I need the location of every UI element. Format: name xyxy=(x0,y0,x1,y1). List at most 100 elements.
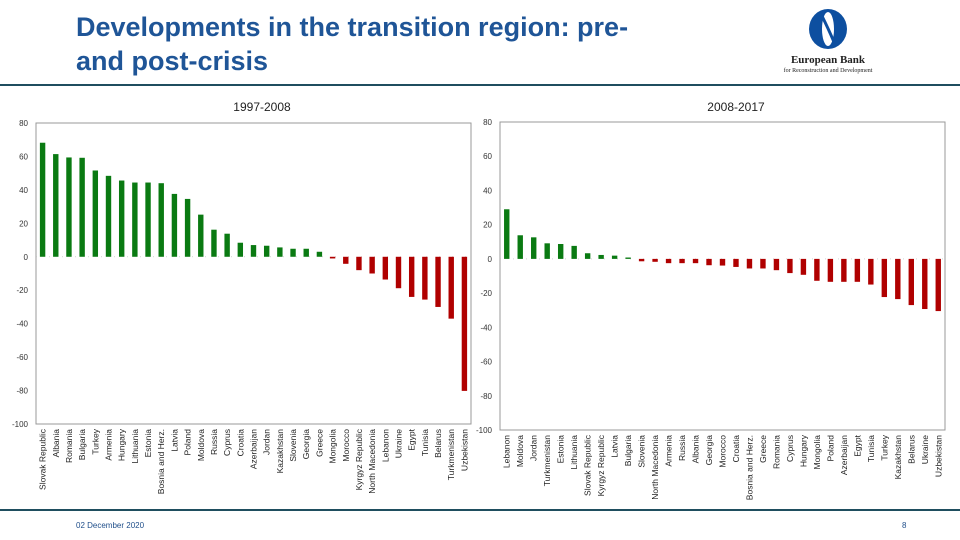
bar xyxy=(435,256,441,307)
y-tick-label: -60 xyxy=(16,353,28,362)
bar xyxy=(773,258,780,271)
category-label: Jordan xyxy=(529,435,539,461)
category-label: Turkey xyxy=(879,434,889,460)
category-label: Latvia xyxy=(610,435,620,458)
bar xyxy=(814,258,820,281)
category-label: Georgia xyxy=(704,435,714,466)
y-tick-label: -100 xyxy=(12,420,29,429)
category-label: Lithuania xyxy=(569,435,579,470)
category-label: Kyrgyz Republic xyxy=(354,428,364,490)
bar xyxy=(277,247,283,257)
y-tick-label: -60 xyxy=(480,358,492,367)
category-label: Bulgaria xyxy=(77,429,87,460)
category-label: Slovenia xyxy=(288,429,298,462)
chart-title-left: 1997-2008 xyxy=(233,100,291,114)
category-label: Lebanon xyxy=(380,429,390,462)
category-label: Lithuania xyxy=(130,429,140,464)
bar xyxy=(868,258,874,285)
y-tick-label: -40 xyxy=(480,323,492,332)
bar xyxy=(329,256,336,259)
logo-line1: European Bank xyxy=(790,54,866,66)
bar xyxy=(611,255,618,259)
bar xyxy=(787,258,793,274)
category-label: Moldova xyxy=(196,429,206,461)
category-label: Belarus xyxy=(433,429,443,458)
category-label: Romania xyxy=(771,435,781,469)
category-label: Uzbekistan xyxy=(459,429,469,471)
category-label: North Macedonia xyxy=(650,435,660,500)
bar xyxy=(316,251,323,257)
category-label: Armenia xyxy=(104,429,114,461)
bar xyxy=(881,258,888,298)
bar xyxy=(395,256,402,289)
category-label: Georgia xyxy=(301,429,311,460)
bar xyxy=(638,258,645,262)
bar xyxy=(746,258,753,269)
category-label: Bulgaria xyxy=(623,435,633,466)
bar xyxy=(679,258,685,264)
category-label: Croatia xyxy=(235,429,245,457)
category-label: Hungary xyxy=(117,428,127,461)
header-rule xyxy=(0,84,960,86)
bar xyxy=(422,256,428,300)
category-label: Estonia xyxy=(143,429,153,458)
bar xyxy=(198,214,204,257)
footer-rule xyxy=(0,509,960,511)
bar xyxy=(250,245,257,257)
logo-line2: for Reconstruction and Development xyxy=(783,68,873,74)
chart-left: 80 60 40 20 0 -20 -40 -60 -80 -100 Slovak Republic… xyxy=(12,119,472,494)
category-label: Greece xyxy=(314,429,324,457)
bar xyxy=(935,258,941,312)
bar xyxy=(531,237,537,259)
category-label: Mongolia xyxy=(812,435,822,470)
bar xyxy=(908,258,914,306)
category-label: Poland xyxy=(183,429,193,456)
plot-area xyxy=(35,122,472,425)
bar xyxy=(692,258,699,264)
y-tick-label: 40 xyxy=(483,186,492,195)
y-tick-label: 40 xyxy=(19,186,28,195)
bar xyxy=(171,193,178,257)
chart-title-right: 2008-2017 xyxy=(707,100,765,114)
category-label: Jordan xyxy=(262,429,272,455)
bar xyxy=(369,256,375,274)
bar xyxy=(665,258,672,264)
y-tick-label: 60 xyxy=(483,152,492,161)
category-label: Egypt xyxy=(852,434,862,456)
category-label: Slovenia xyxy=(637,435,647,468)
category-label: Ukraine xyxy=(920,435,930,465)
category-label: Turkey xyxy=(90,428,100,454)
ebrd-logo: European Bank for Reconstruction and Dev… xyxy=(758,8,898,78)
category-label: Lebanon xyxy=(502,435,512,468)
category-label: Kazakhstan xyxy=(893,435,903,480)
footer-date: 02 December 2020 xyxy=(76,521,145,530)
category-label: Albania xyxy=(51,429,61,458)
bar xyxy=(66,157,72,257)
bar xyxy=(544,243,550,259)
bar xyxy=(895,258,901,300)
ebrd-logo-icon xyxy=(809,9,847,49)
bar xyxy=(408,256,415,297)
y-tick-label: -100 xyxy=(476,426,493,435)
bar xyxy=(557,244,564,259)
category-label: Armenia xyxy=(664,435,674,467)
y-tick-label: 80 xyxy=(483,118,492,127)
bar xyxy=(504,209,510,259)
bar xyxy=(448,256,454,319)
category-label: Azerbaijan xyxy=(839,435,849,475)
bar xyxy=(584,253,591,259)
category-label: Kyrgyz Republic xyxy=(596,434,606,496)
bar xyxy=(303,248,309,257)
category-label: Hungary xyxy=(798,434,808,467)
category-label: Estonia xyxy=(556,435,566,464)
category-label: Azerbaijan xyxy=(249,429,259,469)
category-label: Turkmenistan xyxy=(446,429,456,480)
category-label: Slovak Republic xyxy=(38,428,48,490)
bar xyxy=(598,254,604,259)
bar xyxy=(263,245,270,257)
y-tick-label: -80 xyxy=(480,392,492,401)
category-label: North Macedonia xyxy=(367,429,377,494)
bar xyxy=(118,180,125,257)
bar xyxy=(211,229,217,257)
bar xyxy=(922,258,928,310)
